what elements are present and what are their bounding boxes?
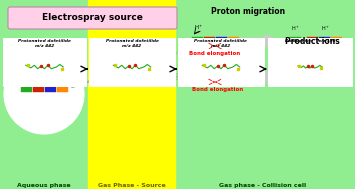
- Text: Product ion    m/z 198: Product ion m/z 198: [285, 39, 335, 43]
- Bar: [88, 0, 175, 189]
- Bar: [290, 37, 301, 45]
- FancyBboxPatch shape: [8, 7, 177, 29]
- Text: Proton migration: Proton migration: [211, 8, 285, 16]
- Bar: [120, 72, 131, 80]
- Bar: [108, 72, 119, 80]
- Bar: [268, 38, 352, 86]
- Bar: [89, 38, 175, 86]
- Text: Gas Phase - Source: Gas Phase - Source: [98, 183, 166, 188]
- Text: Gas phase - Collision cell: Gas phase - Collision cell: [219, 183, 307, 188]
- Text: H$^+$: H$^+$: [291, 24, 300, 33]
- Bar: [331, 73, 342, 81]
- Bar: [307, 73, 318, 81]
- Text: Aqueous phase: Aqueous phase: [17, 183, 71, 188]
- Bar: [21, 84, 32, 92]
- Bar: [44, 84, 55, 92]
- Bar: [319, 73, 330, 81]
- Bar: [143, 72, 154, 80]
- Circle shape: [4, 54, 84, 134]
- Text: H$^+$: H$^+$: [48, 72, 57, 81]
- Text: Protonated dofetilide
m/z 442: Protonated dofetilide m/z 442: [18, 39, 71, 48]
- Bar: [290, 73, 301, 81]
- Bar: [3, 38, 86, 86]
- Text: Protonation at
most basic centre: Protonation at most basic centre: [20, 77, 69, 87]
- Text: Protonated dofetilide
m/z 442: Protonated dofetilide m/z 442: [195, 39, 247, 48]
- Bar: [191, 73, 202, 81]
- Bar: [331, 37, 342, 45]
- Bar: [178, 38, 264, 86]
- Text: H$^+$: H$^+$: [134, 60, 144, 69]
- Bar: [228, 73, 239, 81]
- Text: H$^+$: H$^+$: [321, 24, 329, 33]
- Text: Electrospray source: Electrospray source: [42, 13, 142, 22]
- Text: Bond elongation: Bond elongation: [190, 50, 241, 56]
- Bar: [203, 73, 214, 81]
- Bar: [215, 73, 226, 81]
- Text: Protonated dofetilide
m/z 442: Protonated dofetilide m/z 442: [105, 39, 158, 48]
- Bar: [203, 37, 214, 45]
- Text: H$^+$: H$^+$: [218, 61, 228, 70]
- Bar: [319, 37, 330, 45]
- Bar: [215, 37, 226, 45]
- Bar: [56, 84, 67, 92]
- Bar: [131, 72, 142, 80]
- Text: H$^+$: H$^+$: [321, 60, 329, 69]
- Bar: [228, 37, 239, 45]
- Bar: [307, 37, 318, 45]
- Text: H$^+$: H$^+$: [194, 23, 204, 32]
- Bar: [191, 37, 202, 45]
- Text: Product ions: Product ions: [285, 36, 339, 46]
- Bar: [33, 84, 44, 92]
- Text: H$^+$: H$^+$: [291, 60, 300, 69]
- Text: Bond elongation: Bond elongation: [192, 87, 244, 91]
